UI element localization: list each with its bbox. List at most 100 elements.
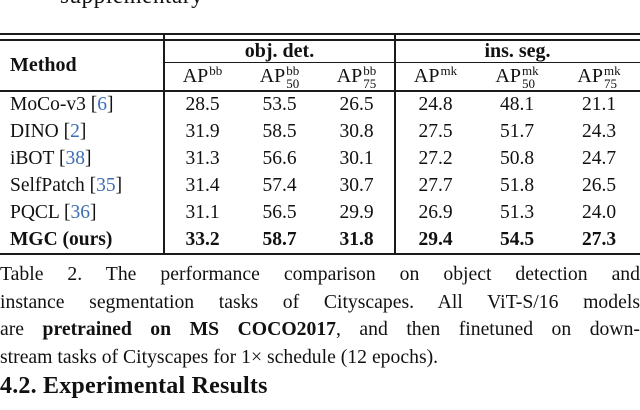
col-header-ap-mk-50: AP mk 50 <box>476 63 558 90</box>
value-cell: 24.3 <box>581 120 617 142</box>
ap-sub: 50 <box>521 75 535 91</box>
metric-header-spacer <box>0 63 164 90</box>
value-cell: 29.4 <box>418 228 453 250</box>
citation-bracket: [ <box>63 120 71 142</box>
method-cell: MoCo-v3 [6] <box>0 94 164 116</box>
group-header-obj-det: obj. det. <box>244 40 315 62</box>
value-cell: 26.5 <box>339 93 374 115</box>
citation-bracket: ] <box>106 93 114 115</box>
ap-base: AP <box>495 65 521 87</box>
cropped-text-fragment: supplementary <box>60 0 203 9</box>
value-cell: 31.8 <box>339 228 374 250</box>
citation-bracket: [ <box>90 93 98 115</box>
table-row: SelfPatch [35] 31.4 57.4 30.7 27.7 51.8 … <box>0 172 640 199</box>
value-cell: 31.3 <box>185 147 220 169</box>
ap-base: AP <box>259 65 286 87</box>
value-cell: 54.5 <box>499 228 535 250</box>
method-name: PQCL <box>10 201 64 223</box>
value-cell: 24.0 <box>581 201 617 223</box>
value-cell: 30.8 <box>339 120 374 142</box>
citation-bracket: ] <box>115 174 123 196</box>
header-body-divider-rule <box>0 90 640 92</box>
value-cell: 31.1 <box>185 201 220 223</box>
value-cell: 33.2 <box>185 228 220 250</box>
value-cell: 31.4 <box>185 174 220 196</box>
method-name: MoCo-v3 <box>10 93 91 115</box>
results-table: Method obj. det. ins. seg. AP bb AP bb 50… <box>0 33 640 255</box>
ap-sup: mk <box>603 62 621 78</box>
ap-scripts: bb 50 <box>286 64 299 90</box>
col-header-ap-bb-75: AP bb 75 <box>318 63 395 90</box>
ap-base: AP <box>413 65 440 87</box>
citation-link[interactable]: 6 <box>97 93 107 115</box>
value-cell: 24.8 <box>418 93 453 115</box>
value-cell: 21.1 <box>581 93 617 115</box>
value-cell: 26.9 <box>418 201 453 223</box>
method-cell: iBOT [38] <box>0 148 164 170</box>
citation-link[interactable]: 36 <box>70 201 91 223</box>
value-cell: 48.1 <box>499 93 535 115</box>
value-cell: 51.8 <box>499 174 535 196</box>
method-name: iBOT <box>10 147 59 169</box>
caption-line-3: are pretrained on MS COCO2017, and then … <box>0 316 640 344</box>
citation-link[interactable]: 38 <box>65 147 85 169</box>
value-cell: 30.1 <box>339 147 374 169</box>
value-cell: 27.7 <box>418 174 453 196</box>
ap-sup: bb <box>286 62 300 78</box>
caption-text: , and then finetuned on down- <box>336 318 640 340</box>
method-cell: PQCL [36] <box>0 202 164 224</box>
table-bottom-rule <box>0 253 640 255</box>
value-cell: 26.5 <box>581 174 617 196</box>
table-row: DINO [2] 31.9 58.5 30.8 27.5 51.7 24.3 <box>0 118 640 145</box>
citation-bracket: ] <box>79 120 87 142</box>
caption-bold-text: pretrained on MS COCO2017 <box>42 318 337 340</box>
value-cell: 28.5 <box>185 93 220 115</box>
value-cell: 56.5 <box>262 201 297 223</box>
value-cell: 31.9 <box>185 120 220 142</box>
method-name: MGC (ours) <box>10 228 113 250</box>
caption-line-4: stream tasks of Cityscapes for 1× schedu… <box>0 345 439 368</box>
table-caption: Table 2. The performance comparison on o… <box>0 261 640 371</box>
value-cell: 56.6 <box>262 147 297 169</box>
value-cell: 27.2 <box>418 147 453 169</box>
citation-link[interactable]: 2 <box>70 120 80 142</box>
col-header-ap-mk: AP mk <box>395 63 476 90</box>
value-cell: 53.5 <box>262 93 297 115</box>
table-row-ours: MGC (ours) 33.2 58.7 31.8 29.4 54.5 27.3 <box>0 226 640 253</box>
ap-base: AP <box>577 65 603 87</box>
value-cell: 51.3 <box>499 201 535 223</box>
method-cell: DINO [2] <box>0 121 164 143</box>
citation-bracket: ] <box>84 147 92 169</box>
ap-scripts: bb 75 <box>363 64 376 90</box>
caption-line-1: Table 2. The performance comparison on o… <box>0 263 640 285</box>
method-cell: SelfPatch [35] <box>0 175 164 197</box>
group-header-underline <box>164 62 640 64</box>
ap-scripts: mk 75 <box>604 64 621 90</box>
citation-bracket: [ <box>89 174 97 196</box>
citation-link[interactable]: 35 <box>96 174 116 196</box>
caption-text: are <box>0 318 43 340</box>
value-cell: 58.5 <box>262 120 297 142</box>
method-name: DINO <box>10 120 64 142</box>
metric-header-row: AP bb AP bb 50 AP bb 75 AP mk AP mk 50 AP m… <box>0 63 640 90</box>
table-row: MoCo-v3 [6] 28.5 53.5 26.5 24.8 48.1 21.… <box>0 91 640 118</box>
ap-sup: mk <box>521 62 539 78</box>
ap-sub: 75 <box>363 75 377 91</box>
value-cell: 30.7 <box>339 174 374 196</box>
ap-sup: mk <box>440 62 458 78</box>
method-name: SelfPatch <box>10 174 90 196</box>
method-cell: MGC (ours) <box>0 229 164 251</box>
col-header-ap-bb-50: AP bb 50 <box>241 63 318 90</box>
value-cell: 29.9 <box>339 201 374 223</box>
table-row: iBOT [38] 31.3 56.6 30.1 27.2 50.8 24.7 <box>0 145 640 172</box>
group-column-divider <box>394 33 396 253</box>
value-cell: 24.7 <box>581 147 617 169</box>
col-header-ap-bb: AP bb <box>164 63 241 90</box>
caption-line-2: instance segmentation tasks of Cityscape… <box>0 290 640 313</box>
value-cell: 58.7 <box>262 228 297 250</box>
method-column-header: Method <box>10 54 77 76</box>
ap-sub: 50 <box>286 75 300 91</box>
ap-base: AP <box>336 65 363 87</box>
ap-base: AP <box>182 65 209 87</box>
